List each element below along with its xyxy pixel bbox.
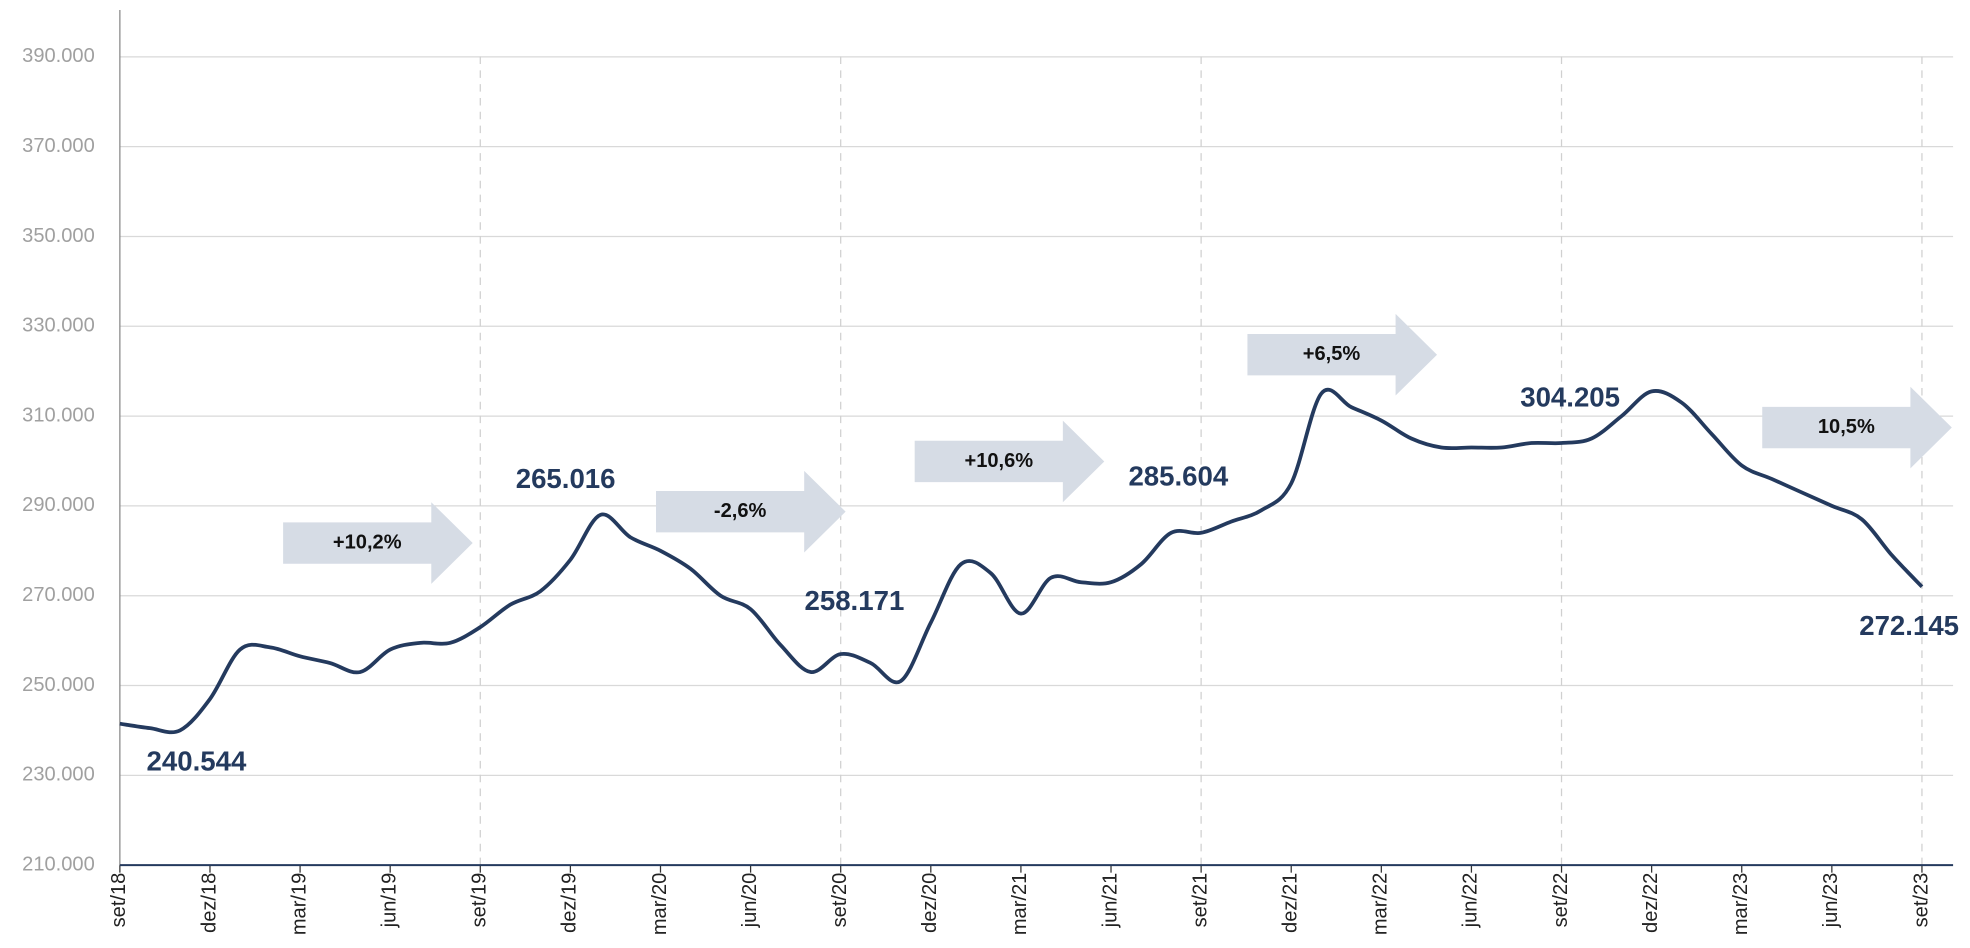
x-tick-label: jun/19 bbox=[378, 873, 400, 929]
annotation: 258.171 bbox=[805, 585, 905, 616]
arrow-label: -2,6% bbox=[714, 500, 767, 522]
x-tick-label: jun/20 bbox=[739, 873, 761, 929]
x-tick-label: set/22 bbox=[1550, 873, 1572, 928]
y-tick-label: 290.000 bbox=[22, 494, 95, 516]
x-tick-label: jun/23 bbox=[1820, 873, 1842, 929]
y-tick-label: 210.000 bbox=[22, 853, 95, 875]
y-tick-label: 370.000 bbox=[22, 135, 95, 157]
x-tick-label: set/20 bbox=[829, 873, 851, 928]
y-tick-label: 250.000 bbox=[22, 674, 95, 696]
x-tick-label: set/18 bbox=[108, 873, 130, 928]
arrow-label: 10,5% bbox=[1818, 416, 1875, 438]
x-tick-label: set/23 bbox=[1910, 873, 1932, 928]
y-tick-label: 390.000 bbox=[22, 45, 95, 67]
y-tick-label: 350.000 bbox=[22, 225, 95, 247]
arrow bbox=[914, 420, 1105, 503]
y-tick-label: 310.000 bbox=[22, 404, 95, 426]
arrow-label: +10,2% bbox=[333, 531, 402, 553]
y-tick-label: 230.000 bbox=[22, 764, 95, 786]
arrow-label: +10,6% bbox=[964, 450, 1033, 472]
x-tick-label: mar/22 bbox=[1370, 873, 1392, 936]
arrow bbox=[1762, 386, 1952, 469]
x-tick-label: dez/19 bbox=[559, 873, 581, 933]
x-tick-label: jun/21 bbox=[1099, 873, 1121, 929]
x-tick-label: mar/21 bbox=[1009, 873, 1031, 935]
arrow-label: +6,5% bbox=[1303, 343, 1361, 365]
arrow bbox=[656, 470, 846, 553]
x-tick-label: mar/20 bbox=[649, 873, 671, 936]
arrow bbox=[1247, 313, 1438, 396]
annotation: 304.205 bbox=[1520, 382, 1620, 413]
x-tick-label: dez/20 bbox=[919, 873, 941, 933]
line-series bbox=[119, 387, 1924, 735]
annotation: 240.544 bbox=[147, 746, 247, 777]
annotation: 265.016 bbox=[516, 463, 616, 494]
y-tick-label: 330.000 bbox=[22, 315, 95, 337]
x-tick-label: set/21 bbox=[1189, 873, 1211, 928]
annotation: 272.145 bbox=[1859, 610, 1959, 641]
x-tick-label: set/19 bbox=[469, 873, 491, 928]
x-tick-label: jun/22 bbox=[1460, 873, 1482, 929]
x-tick-label: mar/19 bbox=[288, 873, 310, 936]
annotation: 285.604 bbox=[1128, 461, 1228, 492]
arrow bbox=[283, 502, 473, 584]
y-tick-label: 270.000 bbox=[22, 584, 95, 606]
x-tick-label: dez/18 bbox=[198, 873, 220, 933]
x-tick-label: mar/23 bbox=[1730, 873, 1752, 936]
x-tick-label: dez/21 bbox=[1280, 873, 1302, 933]
x-tick-label: dez/22 bbox=[1640, 873, 1662, 933]
